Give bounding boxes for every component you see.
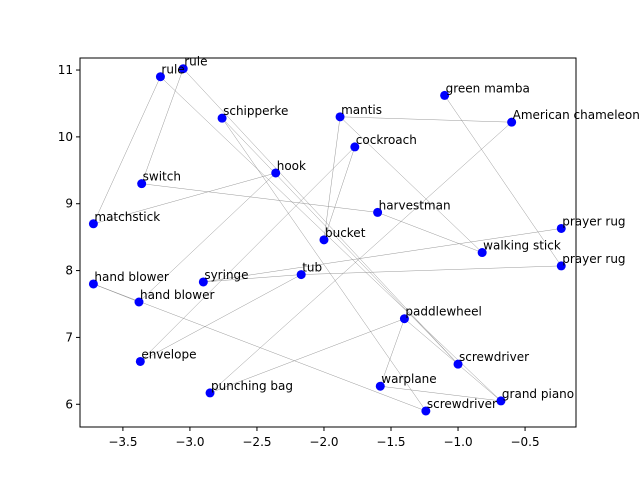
data-point: [496, 396, 506, 406]
graph-edge: [203, 274, 302, 283]
point-label: green mamba: [446, 81, 530, 95]
x-tick-label: −2.5: [242, 435, 271, 449]
graph-edge: [140, 146, 355, 362]
point-label: schipperke: [223, 104, 288, 118]
data-point: [271, 168, 281, 178]
x-axis: −3.5 −3.0 −2.5 −2.0 −1.5 −1.0 −0.5: [108, 427, 540, 449]
data-point: [217, 113, 227, 123]
graph-edge: [140, 274, 302, 362]
data-point: [373, 207, 383, 217]
graph-edge: [221, 117, 459, 365]
graph-edge: [380, 385, 501, 402]
data-point: [556, 261, 566, 271]
y-tick-label: 6: [65, 397, 73, 411]
data-point: [296, 270, 306, 280]
data-point: [556, 223, 566, 233]
point-label: harvestman: [379, 198, 451, 212]
y-tick-label: 10: [58, 130, 73, 144]
point-label: hand blower: [94, 270, 168, 284]
point-label: hook: [277, 159, 306, 173]
point-label: syringe: [204, 268, 248, 282]
data-point: [134, 297, 144, 307]
graph-edge: [93, 172, 276, 225]
point-label: American chameleon: [513, 108, 640, 122]
y-axis: 6 7 8 9 10 11: [58, 63, 80, 411]
x-tick-label: −3.0: [175, 435, 204, 449]
graph-edge: [93, 76, 161, 224]
data-point: [421, 406, 431, 416]
data-point: [507, 117, 517, 127]
point-label: screwdriver: [427, 397, 497, 411]
graph-edge: [209, 318, 405, 394]
x-tick-label: −1.0: [443, 435, 472, 449]
y-tick-label: 9: [65, 197, 73, 211]
data-point: [453, 359, 463, 369]
point-label: prayer rug: [562, 252, 625, 266]
data-point: [205, 388, 215, 398]
data-point: [155, 72, 165, 82]
point-label: hand blower: [140, 288, 214, 302]
x-tick-label: −1.5: [376, 435, 405, 449]
y-tick-label: 11: [58, 63, 73, 77]
x-tick-label: −0.5: [510, 435, 539, 449]
graph-edge: [160, 76, 502, 402]
graph-edge: [93, 283, 426, 412]
plot-area-frame: [79, 57, 577, 428]
data-point: [399, 314, 409, 324]
data-point: [375, 381, 385, 391]
data-point: [137, 179, 147, 189]
data-point: [198, 277, 208, 287]
point-label: rule: [184, 55, 207, 69]
graph-edge: [444, 95, 562, 267]
data-point: [350, 142, 360, 152]
points-layer: [88, 64, 566, 416]
point-label: screwdriver: [459, 350, 529, 364]
point-label: mantis: [341, 103, 382, 117]
graph-edge: [221, 118, 427, 412]
y-tick-label: 8: [65, 264, 73, 278]
point-label: tub: [302, 261, 322, 275]
data-point: [440, 90, 450, 100]
graph-edge: [380, 318, 405, 387]
graph-edge: [323, 146, 356, 240]
x-tick-label: −3.5: [108, 435, 137, 449]
data-point: [319, 235, 329, 245]
point-label: cockroach: [356, 133, 417, 147]
graph-edge: [404, 318, 502, 402]
graph-edge: [203, 228, 562, 283]
point-label: punching bag: [211, 379, 293, 393]
point-label: grand piano: [502, 387, 574, 401]
x-tick-label: −2.0: [309, 435, 338, 449]
point-label: paddlewheel: [405, 305, 481, 319]
point-label: envelope: [141, 347, 196, 361]
graph-edge: [138, 172, 276, 303]
data-point: [178, 64, 188, 74]
graph-edge: [183, 68, 459, 365]
data-point: [135, 356, 145, 366]
data-point: [88, 219, 98, 229]
graph-edge: [141, 183, 378, 213]
data-point: [477, 248, 487, 258]
graph-edge: [377, 212, 483, 253]
graph-edge: [339, 116, 483, 253]
edges-layer: [93, 68, 562, 412]
point-label: bucket: [325, 226, 366, 240]
graph-edge: [340, 116, 512, 123]
graph-edge: [323, 116, 341, 240]
point-label: prayer rug: [562, 214, 625, 228]
data-point: [335, 112, 345, 122]
point-label: switch: [143, 170, 181, 184]
y-tick-label: 7: [65, 330, 73, 344]
point-label: matchstick: [94, 210, 160, 224]
data-point: [88, 279, 98, 289]
graph-edge: [301, 265, 562, 275]
point-label: warplane: [381, 372, 436, 386]
point-label: walking stick: [483, 239, 561, 253]
point-label: rule: [161, 63, 184, 77]
graph-edge: [141, 68, 184, 184]
